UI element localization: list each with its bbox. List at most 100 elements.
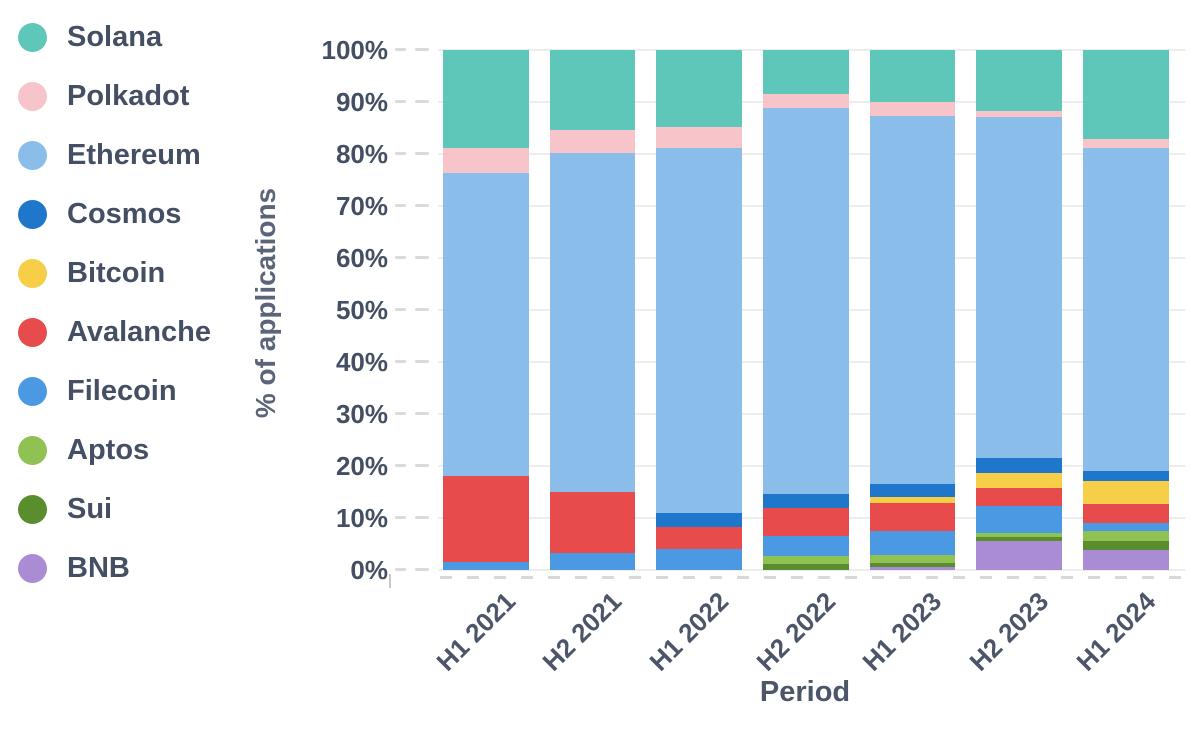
bar-segment-sui-h1-2024[interactable] [1083,540,1169,551]
bar-segment-polkadot-h2-2022[interactable] [763,94,849,109]
bar-segment-solana-h1-2021[interactable] [443,50,529,148]
bar-segment-cosmos-h2-2023[interactable] [976,458,1062,473]
bar-segment-avalanche-h1-2022[interactable] [656,526,742,550]
bar-segment-ethereum-h2-2021[interactable] [549,153,636,492]
bar-segment-polkadot-h2-2023[interactable] [976,110,1062,117]
bar-segment-cosmos-h1-2023[interactable] [869,484,956,498]
y-tick-label: 0% [350,555,388,585]
bar-segment-cosmos-h1-2024[interactable] [1083,471,1169,482]
y-tick-label: 100% [321,35,389,65]
bar-segment-ethereum-h1-2023[interactable] [869,116,956,485]
bar-segment-avalanche-h1-2021[interactable] [443,476,529,563]
legend-item-aptos[interactable]: Aptos [18,421,149,480]
legend-label: Cosmos [67,198,182,230]
bar-segment-avalanche-h1-2023[interactable] [869,502,956,531]
bar-segment-bnb-h2-2023[interactable] [976,540,1062,570]
legend-item-sui[interactable]: Sui [18,480,112,539]
bar-segment-sui-h2-2022[interactable] [763,563,849,570]
aptos-legend-dot-icon [18,436,47,465]
bar-segment-sui-h1-2023[interactable] [869,563,956,568]
x-axis-baseline [440,576,1185,579]
bar-segment-ethereum-h1-2021[interactable] [443,173,529,477]
legend-label: Filecoin [67,375,177,407]
y-tick-dash [395,100,406,103]
y-tick-label: 60% [335,243,388,273]
y-tick-dash [395,516,406,519]
x-axis-title: Period [759,676,851,708]
bar-segment-filecoin-h1-2021[interactable] [443,562,529,570]
y-tick-dash [395,568,406,571]
bar-segment-filecoin-h2-2022[interactable] [763,536,849,556]
bar-segment-filecoin-h1-2023[interactable] [869,531,956,556]
bar-segment-bitcoin-h1-2024[interactable] [1083,481,1169,504]
ethereum-legend-dot-icon [18,141,47,170]
bar-segment-solana-h2-2023[interactable] [976,50,1062,111]
bar-segment-filecoin-h2-2021[interactable] [549,552,636,570]
y-tick-label: 10% [335,503,388,533]
bar-segment-bitcoin-h1-2023[interactable] [869,497,956,503]
bar-segment-solana-h2-2022[interactable] [763,50,849,95]
gridline [438,569,1185,571]
bar-segment-cosmos-h2-2022[interactable] [763,494,849,509]
legend-item-bitcoin[interactable]: Bitcoin [18,244,165,303]
legend-item-solana[interactable]: Solana [18,8,162,67]
bar-segment-avalanche-h2-2021[interactable] [549,492,636,553]
bar-segment-cosmos-h1-2022[interactable] [656,512,742,527]
bar-segment-ethereum-h1-2024[interactable] [1083,147,1169,472]
bar-segment-aptos-h2-2022[interactable] [763,556,849,564]
y-tick-label: 40% [335,347,388,377]
legend-item-cosmos[interactable]: Cosmos [18,185,181,244]
bar-segment-filecoin-h1-2024[interactable] [1083,523,1169,531]
polkadot-legend-dot-icon [18,82,47,111]
bar-segment-ethereum-h2-2022[interactable] [763,108,849,494]
x-axis-corner-tick [389,574,391,588]
bar-segment-solana-h2-2021[interactable] [549,50,636,131]
bar-segment-avalanche-h2-2023[interactable] [976,487,1062,506]
legend-item-polkadot[interactable]: Polkadot [18,67,189,126]
legend-label: Polkadot [67,80,190,112]
bnb-legend-dot-icon [18,554,47,583]
y-tick-dash [415,204,429,207]
y-axis-title: % of applications [250,187,281,419]
legend-item-ethereum[interactable]: Ethereum [18,126,201,185]
bar-segment-filecoin-h1-2022[interactable] [656,549,742,570]
legend-item-avalanche[interactable]: Avalanche [18,303,211,362]
bar-segment-filecoin-h2-2023[interactable] [976,506,1062,533]
legend-item-bnb[interactable]: BNB [18,539,130,598]
bar-segment-sui-h2-2023[interactable] [976,537,1062,541]
y-tick-dash [415,360,429,363]
y-tick-label: 80% [335,139,388,169]
bar-segment-solana-h1-2022[interactable] [656,50,742,127]
y-tick-label: 90% [335,87,388,117]
solana-legend-dot-icon [18,23,47,52]
bar-segment-polkadot-h1-2021[interactable] [443,147,529,174]
y-tick-dash [395,412,406,415]
bar-segment-bnb-h1-2024[interactable] [1083,550,1169,570]
y-tick-dash [415,100,429,103]
legend-label: BNB [67,552,130,584]
bar-segment-polkadot-h2-2021[interactable] [549,130,636,153]
y-tick-label: 30% [335,399,388,429]
bar-segment-bitcoin-h2-2023[interactable] [976,472,1062,488]
bar-segment-polkadot-h1-2022[interactable] [656,127,742,148]
legend-item-filecoin[interactable]: Filecoin [18,362,177,421]
bar-segment-aptos-h1-2023[interactable] [869,555,956,564]
y-tick-label: 50% [335,295,388,325]
bar-segment-ethereum-h2-2023[interactable] [976,117,1062,459]
bar-segment-polkadot-h1-2024[interactable] [1083,138,1169,148]
bar-segment-ethereum-h1-2022[interactable] [656,147,742,513]
bar-segment-solana-h1-2024[interactable] [1083,50,1169,139]
bar-segment-avalanche-h2-2022[interactable] [763,508,849,537]
y-tick-dash [415,568,429,571]
bar-segment-avalanche-h1-2024[interactable] [1083,504,1169,524]
y-tick-dash [395,204,406,207]
legend-label: Ethereum [67,139,201,171]
bar-segment-aptos-h2-2023[interactable] [976,533,1062,538]
legend-label: Aptos [67,434,150,466]
filecoin-legend-dot-icon [18,377,47,406]
bar-segment-solana-h1-2023[interactable] [869,50,956,102]
y-tick-dash [395,464,406,467]
bar-segment-bnb-h1-2023[interactable] [869,567,956,570]
bar-segment-polkadot-h1-2023[interactable] [869,102,956,116]
bar-segment-aptos-h1-2024[interactable] [1083,531,1169,541]
